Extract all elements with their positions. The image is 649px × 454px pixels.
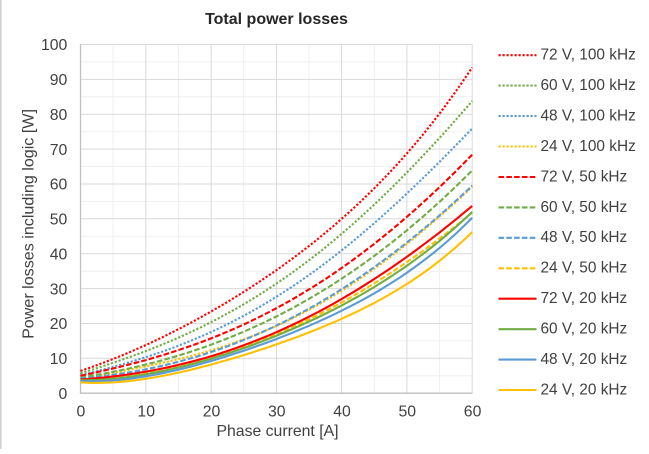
svg-text:60: 60 <box>464 403 482 420</box>
svg-text:Phase current [A]: Phase current [A] <box>216 423 338 440</box>
svg-text:72 V, 20 kHz: 72 V, 20 kHz <box>541 290 628 307</box>
svg-text:60 V, 50 kHz: 60 V, 50 kHz <box>541 199 628 216</box>
svg-text:70: 70 <box>50 142 68 159</box>
svg-text:20: 20 <box>203 403 221 420</box>
svg-text:60 V, 100 kHz: 60 V, 100 kHz <box>541 77 636 94</box>
svg-text:20: 20 <box>50 316 68 333</box>
svg-text:48 V, 50 kHz: 48 V, 50 kHz <box>541 229 628 246</box>
svg-text:24 V, 100 kHz: 24 V, 100 kHz <box>541 138 636 155</box>
svg-text:60: 60 <box>50 177 68 194</box>
svg-text:10: 10 <box>137 403 155 420</box>
svg-text:30: 30 <box>268 403 286 420</box>
svg-text:50: 50 <box>399 403 417 420</box>
svg-text:100: 100 <box>41 37 68 54</box>
svg-text:72 V, 50 kHz: 72 V, 50 kHz <box>541 168 628 185</box>
svg-text:40: 40 <box>50 246 68 263</box>
svg-text:0: 0 <box>59 386 68 403</box>
svg-text:Power losses including logic [: Power losses including logic [W] <box>19 109 37 339</box>
svg-text:80: 80 <box>50 107 68 124</box>
svg-text:60 V, 20 kHz: 60 V, 20 kHz <box>541 321 628 338</box>
svg-text:48 V, 20 kHz: 48 V, 20 kHz <box>541 351 628 368</box>
svg-text:72 V, 100 kHz: 72 V, 100 kHz <box>541 47 636 64</box>
svg-text:24 V, 50 kHz: 24 V, 50 kHz <box>541 260 628 277</box>
svg-text:24 V, 20 kHz: 24 V, 20 kHz <box>541 381 628 398</box>
svg-text:30: 30 <box>50 281 68 298</box>
svg-text:0: 0 <box>77 403 86 420</box>
svg-text:48 V, 100 kHz: 48 V, 100 kHz <box>541 108 636 125</box>
svg-text:40: 40 <box>333 403 351 420</box>
svg-text:90: 90 <box>50 72 68 89</box>
svg-text:50: 50 <box>50 212 68 229</box>
svg-text:Total power losses: Total power losses <box>205 11 348 28</box>
svg-text:10: 10 <box>50 351 68 368</box>
